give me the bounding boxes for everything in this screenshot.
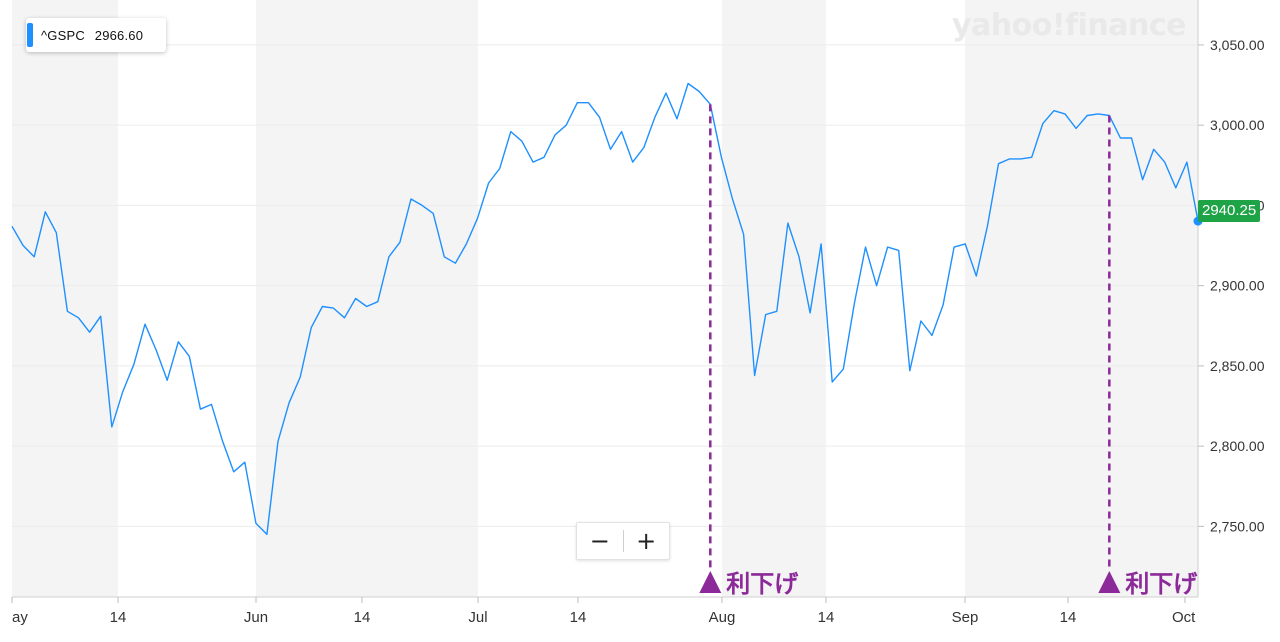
- rate-cut-triangle-icon: [1098, 571, 1121, 593]
- last-price-badge: 2940.25: [1198, 200, 1261, 222]
- legend-text: ^GSPC 2966.60: [41, 28, 143, 43]
- rate-cut-triangle-icon: [699, 571, 722, 593]
- legend-symbol: ^GSPC: [41, 27, 85, 43]
- x-tick-label: Aug: [709, 609, 736, 626]
- month-bands: [12, 0, 1198, 597]
- month-band-2: [722, 0, 826, 597]
- yahoo-finance-watermark: yahoo!finance: [952, 8, 1186, 43]
- zoom-control: − +: [576, 522, 670, 560]
- y-tick-label: 2,750.00: [1210, 518, 1265, 534]
- y-axis: 3,050.003,000.002,950.002,900.002,850.00…: [1197, 0, 1265, 597]
- x-tick-label: 14: [818, 609, 835, 626]
- x-tick-label: Jun: [244, 609, 268, 626]
- x-tick-label: 14: [110, 609, 127, 626]
- legend-color-swatch: [27, 23, 33, 47]
- y-tick-label: 3,050.00: [1210, 37, 1265, 53]
- x-tick-label: 14: [570, 609, 587, 626]
- y-tick-label: 2,800.00: [1210, 438, 1265, 454]
- zoom-divider: [622, 530, 624, 552]
- y-tick-label: 3,000.00: [1210, 117, 1265, 133]
- rate-cut-label: 利下げ: [726, 570, 799, 598]
- x-tick-label: Sep: [952, 609, 979, 626]
- x-tick-label: 14: [354, 609, 371, 626]
- month-band-3: [965, 0, 1198, 597]
- month-band-1: [256, 0, 478, 597]
- legend-value: 2966.60: [94, 27, 144, 43]
- rate-cut-label: 利下げ: [1125, 570, 1198, 598]
- x-axis: ay 14 Jun 14 Jul 14 Aug 14 Sep 14 Oct: [11, 596, 1198, 626]
- y-tick-label: 2,850.00: [1210, 358, 1265, 374]
- x-tick-label: ay: [12, 609, 28, 626]
- zoom-out-button[interactable]: −: [589, 527, 610, 555]
- y-tick-label: 2,900.00: [1210, 278, 1265, 294]
- gridlines: [12, 44, 1198, 527]
- x-tick-label: Oct: [1172, 609, 1196, 626]
- rate-cut-annotations: 利下げ 利下げ: [699, 104, 1198, 598]
- x-tick-label: Jul: [468, 609, 487, 626]
- price-line: [11, 82, 1199, 536]
- x-tick-label: 14: [1060, 609, 1077, 626]
- zoom-in-button[interactable]: +: [636, 527, 657, 555]
- symbol-legend[interactable]: ^GSPC 2966.60: [26, 18, 166, 52]
